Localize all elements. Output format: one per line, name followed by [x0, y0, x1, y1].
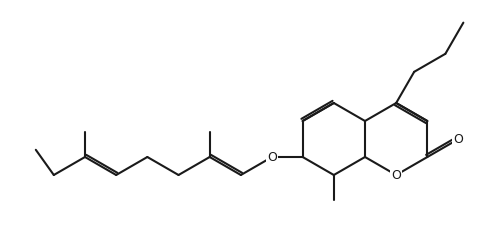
Text: O: O: [454, 133, 463, 146]
Text: O: O: [391, 169, 401, 182]
Text: O: O: [267, 151, 277, 164]
